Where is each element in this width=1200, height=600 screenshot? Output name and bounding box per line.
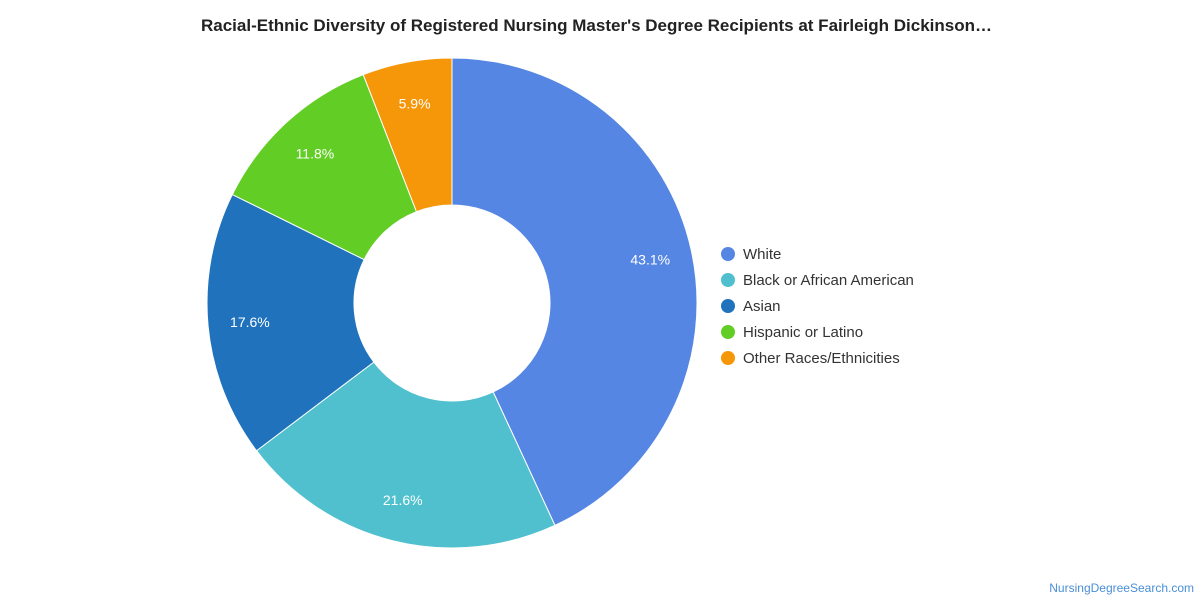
legend-label-other-races-ethnicities: Other Races/Ethnicities bbox=[743, 349, 900, 367]
slice-label-other-races-ethnicities: 5.9% bbox=[399, 95, 431, 111]
source-credit[interactable]: NursingDegreeSearch.com bbox=[1049, 581, 1194, 595]
slice-label-asian: 17.6% bbox=[230, 314, 270, 330]
legend-item-hispanic-or-latino[interactable]: Hispanic or Latino bbox=[721, 319, 914, 345]
legend-swatch-white bbox=[721, 247, 735, 261]
legend-item-asian[interactable]: Asian bbox=[721, 293, 914, 319]
legend: White Black or African American Asian Hi… bbox=[721, 241, 914, 371]
slice-labels-group: 43.1% 21.6% 17.6% 11.8% 5.9% bbox=[230, 95, 670, 507]
chart-title: Racial-Ethnic Diversity of Registered Nu… bbox=[201, 16, 992, 35]
legend-label-black-or-african-american: Black or African American bbox=[743, 271, 914, 289]
slice-white[interactable] bbox=[451, 57, 698, 526]
legend-item-white[interactable]: White bbox=[721, 241, 914, 267]
slice-hispanic-or-latino[interactable] bbox=[231, 73, 418, 261]
slice-other-races-ethnicities[interactable] bbox=[362, 57, 453, 213]
legend-item-black-or-african-american[interactable]: Black or African American bbox=[721, 267, 914, 293]
slice-label-white: 43.1% bbox=[630, 251, 670, 267]
slice-black-or-african-american[interactable] bbox=[255, 361, 556, 549]
legend-swatch-other-races-ethnicities bbox=[721, 351, 735, 365]
slice-label-black-or-african-american: 21.6% bbox=[383, 492, 423, 508]
legend-swatch-asian bbox=[721, 299, 735, 313]
legend-item-other-races-ethnicities[interactable]: Other Races/Ethnicities bbox=[721, 345, 914, 371]
slices-group bbox=[206, 57, 698, 549]
legend-label-asian: Asian bbox=[743, 297, 781, 315]
legend-label-white: White bbox=[743, 245, 782, 263]
legend-label-hispanic-or-latino: Hispanic or Latino bbox=[743, 323, 864, 341]
legend-swatch-black-or-african-american bbox=[721, 273, 735, 287]
slice-label-hispanic-or-latino: 11.8% bbox=[296, 145, 335, 161]
legend-swatch-hispanic-or-latino bbox=[721, 325, 735, 339]
slice-asian[interactable] bbox=[206, 193, 375, 452]
